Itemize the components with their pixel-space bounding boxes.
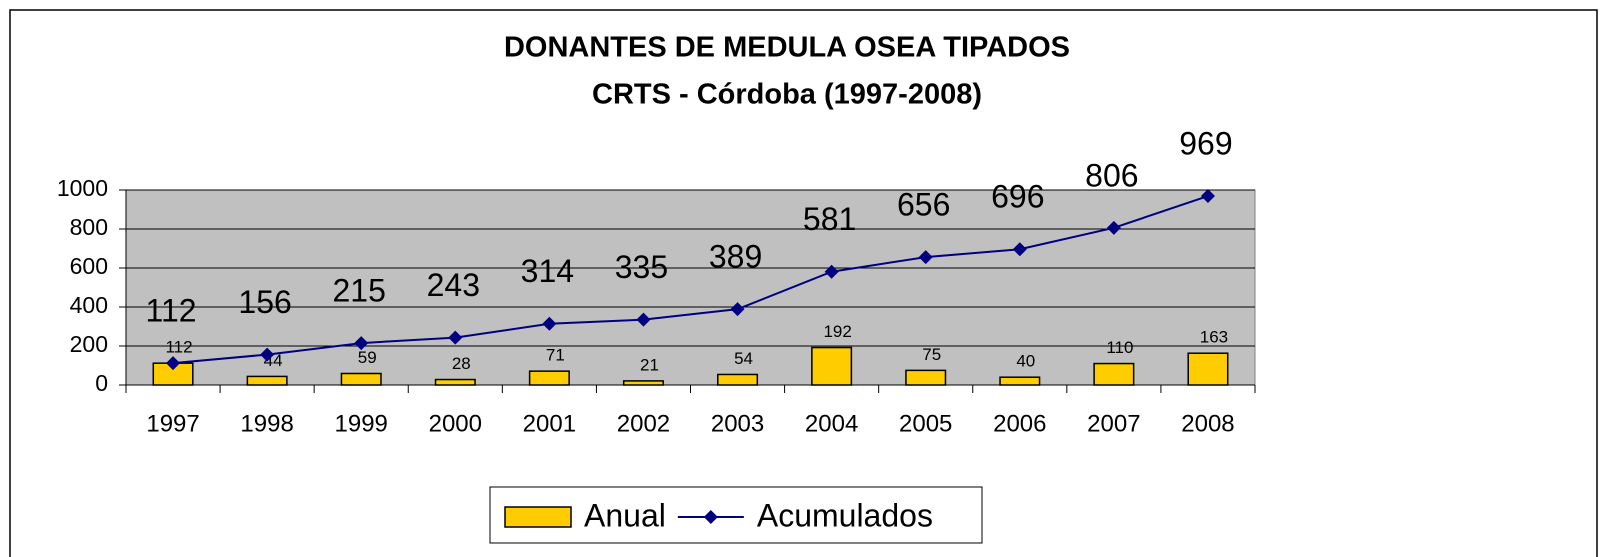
bar-label: 112	[165, 338, 192, 357]
line-label: 335	[615, 249, 668, 285]
x-tick-label: 2002	[617, 410, 670, 437]
line-label: 156	[238, 284, 291, 320]
chart-title: DONANTES DE MEDULA OSEA TIPADOS	[504, 32, 1070, 64]
bar-label: 28	[452, 354, 471, 373]
bar-label: 71	[546, 346, 565, 365]
line-label: 215	[333, 273, 386, 309]
bar	[622, 380, 664, 386]
legend-box	[489, 486, 983, 544]
marker	[1200, 189, 1215, 204]
legend-label: Anual	[584, 497, 666, 533]
line-label: 314	[521, 253, 574, 289]
marker	[636, 312, 651, 327]
line-label: 243	[427, 267, 480, 303]
x-tick-label: 2000	[429, 410, 482, 437]
x-tick-label: 2001	[523, 410, 576, 437]
bar-label: 163	[1200, 328, 1228, 347]
marker	[260, 347, 275, 362]
marker	[1106, 220, 1121, 235]
x-tick-label: 2006	[993, 410, 1046, 437]
marker	[824, 264, 839, 279]
line-label: 656	[897, 187, 950, 223]
bar-label: 21	[640, 355, 659, 374]
line-label: 581	[803, 201, 856, 237]
plot-area	[125, 189, 1256, 386]
line-label: 969	[1179, 125, 1232, 161]
marker	[354, 336, 369, 351]
y-tick-label: 600	[70, 253, 108, 279]
chart-subtitle: CRTS - Córdoba (1997-2008)	[592, 79, 982, 111]
marker	[166, 356, 181, 371]
y-tick-label: 400	[70, 292, 108, 318]
marker	[1012, 242, 1027, 257]
legend-label: Acumulados	[757, 497, 933, 533]
bar	[905, 369, 947, 386]
y-tick-label: 800	[70, 214, 108, 240]
y-tick-label: 0	[95, 370, 108, 396]
marker	[542, 316, 557, 331]
x-tick-label: 2007	[1087, 410, 1140, 437]
bar-label: 40	[1016, 352, 1035, 371]
marker	[730, 302, 745, 317]
bar	[1093, 362, 1135, 386]
x-tick-label: 2008	[1181, 410, 1234, 437]
bar-label: 54	[734, 349, 753, 368]
line-label: 806	[1085, 157, 1138, 193]
legend-swatch	[504, 506, 572, 528]
bar-label: 110	[1106, 338, 1133, 357]
x-tick-label: 1997	[146, 410, 199, 437]
line-label: 696	[991, 179, 1044, 215]
x-tick-label: 2005	[899, 410, 952, 437]
bar	[340, 372, 382, 386]
bar	[1187, 352, 1229, 386]
line	[172, 195, 1209, 365]
bar-label: 192	[823, 322, 851, 341]
marker	[918, 250, 933, 265]
bar	[528, 370, 570, 386]
bar	[999, 376, 1041, 386]
x-tick-label: 2003	[711, 410, 764, 437]
bar	[811, 346, 853, 386]
bar	[246, 375, 288, 386]
line-label: 112	[146, 293, 197, 329]
x-tick-label: 1999	[335, 410, 388, 437]
bar	[434, 378, 476, 386]
bar-label: 59	[358, 348, 377, 367]
bar	[717, 373, 759, 386]
x-tick-label: 2004	[805, 410, 858, 437]
x-tick-label: 1998	[240, 410, 293, 437]
y-tick-label: 1000	[57, 175, 108, 201]
marker	[448, 330, 463, 345]
line-label: 389	[709, 239, 762, 275]
y-tick-label: 200	[70, 331, 108, 357]
bar-label: 75	[922, 345, 941, 364]
legend-marker	[703, 510, 718, 524]
